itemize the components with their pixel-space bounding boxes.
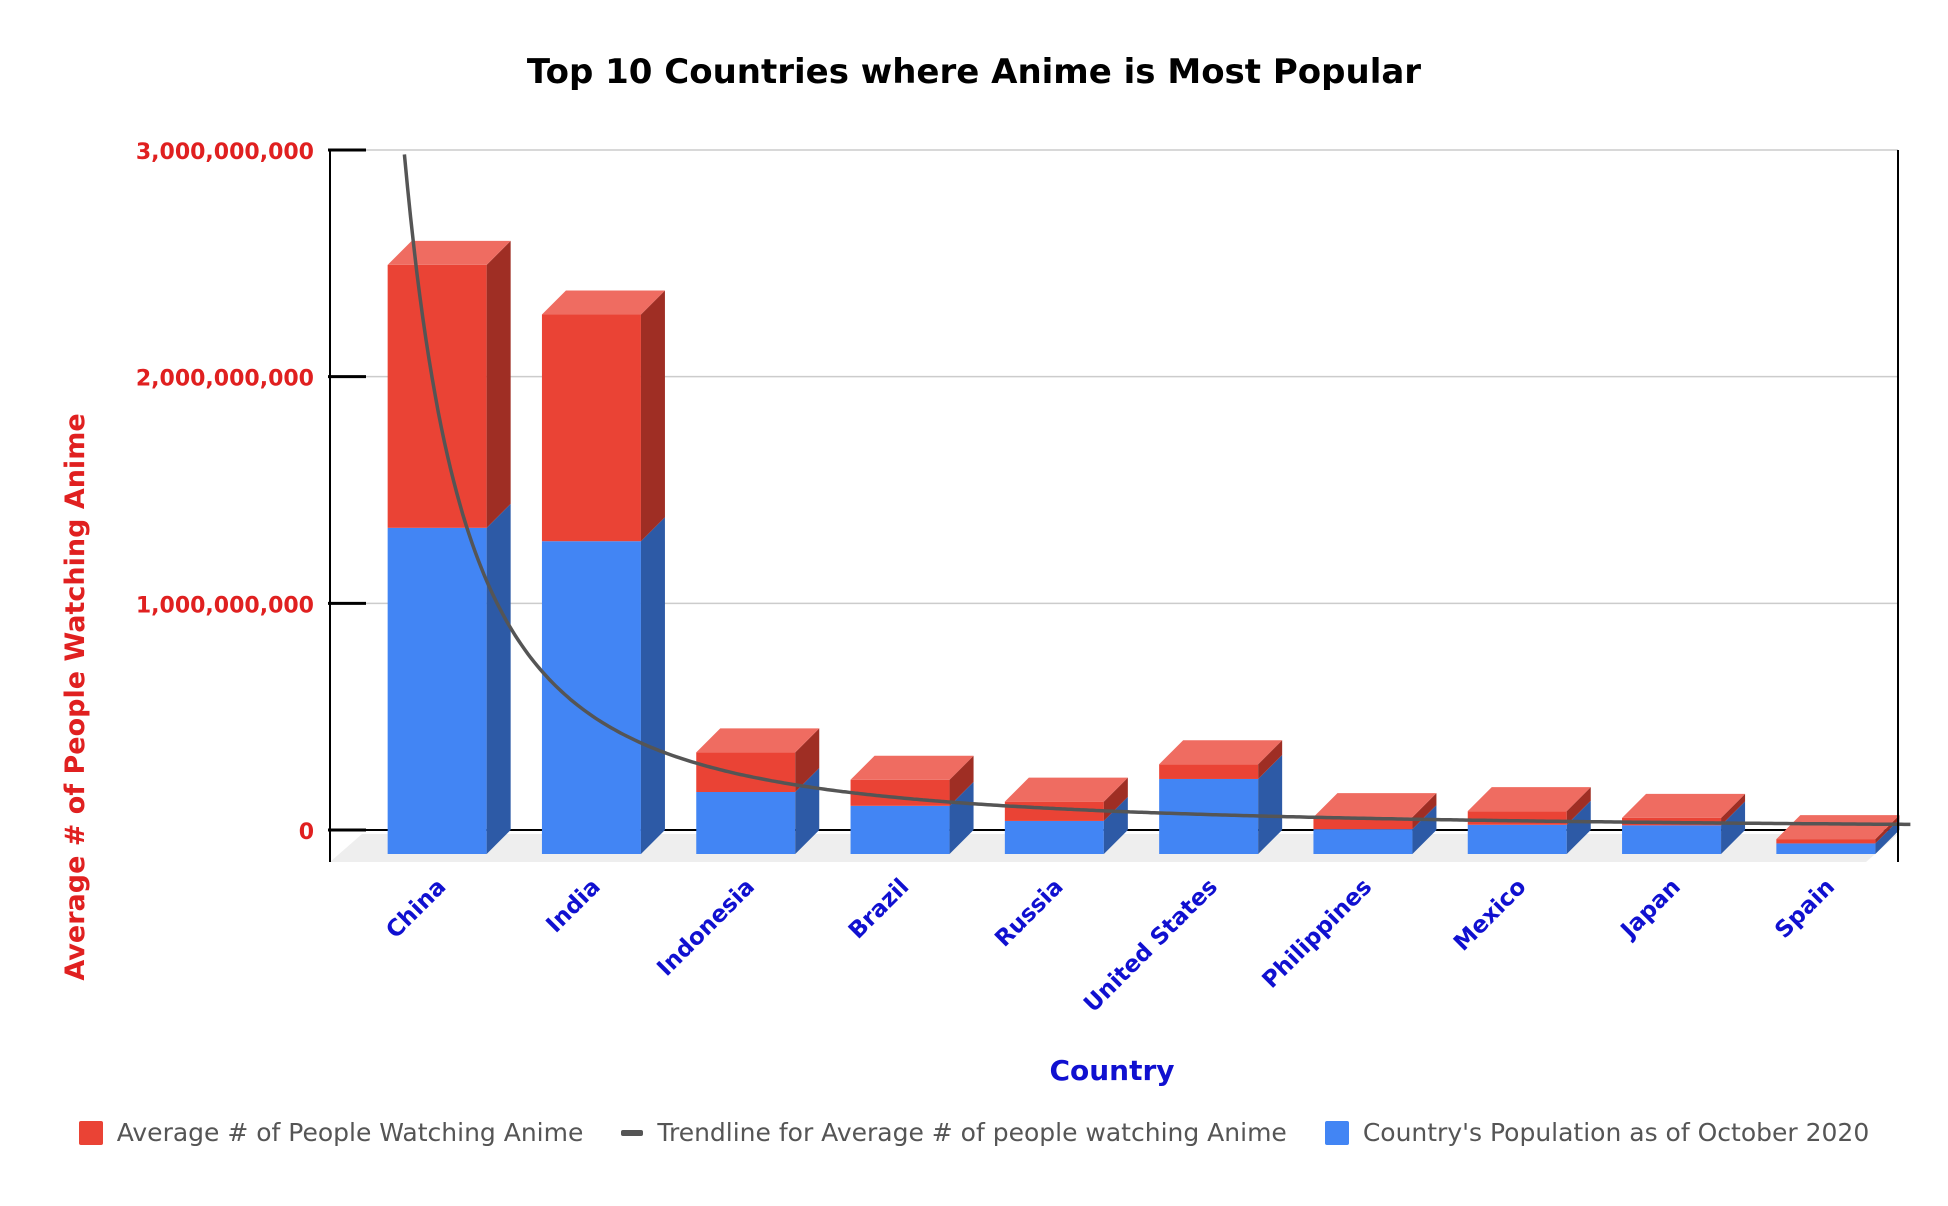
bars-layer <box>387 240 1900 854</box>
x-tick-labels: China India Indonesia Brazil Russia United St… <box>381 874 1840 1018</box>
bar-side <box>1875 815 1900 844</box>
x-tick-label: Indonesia <box>652 874 760 982</box>
legend-item-population: Country's Population as of October 2020 <box>1324 1118 1870 1147</box>
y-axis-label: Average # of People Watching Anime <box>60 413 91 980</box>
bar-side <box>1566 787 1591 825</box>
x-tick-label: Russia <box>990 874 1068 952</box>
bar-front <box>1004 820 1104 854</box>
x-axis-label: Country <box>1049 1054 1174 1087</box>
bar-side <box>949 755 974 806</box>
bar-top <box>1004 777 1128 802</box>
bar-top <box>850 755 974 780</box>
bar-side <box>1566 800 1591 854</box>
bar-side <box>486 503 511 854</box>
legend-swatch-trendline <box>621 1129 644 1136</box>
bar-front <box>541 314 641 542</box>
legend-swatch-anime <box>78 1120 103 1145</box>
chart-title: Top 10 Countries where Anime is Most Pop… <box>526 52 1422 92</box>
bar-front <box>696 752 796 793</box>
legend-label-population: Country's Population as of October 2020 <box>1362 1118 1870 1147</box>
legend-label-anime: Average # of People Watching Anime <box>116 1118 584 1147</box>
x-tick-label: China <box>381 874 451 944</box>
legend-item-anime: Average # of People Watching Anime <box>78 1118 584 1147</box>
bar-side <box>1258 740 1283 779</box>
bar-side <box>1875 819 1900 854</box>
bar-front <box>541 541 641 854</box>
bar-side <box>1721 793 1746 826</box>
chart-legend: Average # of People Watching Anime Trend… <box>0 1118 1948 1147</box>
x-tick-label: Philippines <box>1257 874 1377 994</box>
bar-front <box>1622 825 1722 854</box>
bar-top <box>541 290 665 315</box>
bar-top <box>696 728 820 753</box>
x-tick-label: Brazil <box>844 874 914 944</box>
x-tick-label: Japan <box>1615 874 1686 945</box>
bar-front <box>1776 843 1876 854</box>
x-tick-label: United States <box>1079 874 1223 1018</box>
x-tick-label: Mexico <box>1449 874 1531 956</box>
bar-side <box>1258 754 1283 854</box>
bar-front <box>1159 764 1259 779</box>
bar-side <box>1721 801 1746 854</box>
bar-top <box>1467 787 1591 812</box>
bar-side <box>949 781 974 854</box>
axis-layer <box>328 148 1899 862</box>
bar-front <box>1467 824 1567 854</box>
bar-side <box>486 240 511 528</box>
y-tick-labels: 0 1,000,000,000 2,000,000,000 3,000,000,000 <box>136 140 314 845</box>
legend-swatch-population <box>1324 1120 1349 1145</box>
trendline-layer <box>402 154 1911 827</box>
bar-top <box>1622 793 1746 818</box>
bar-top <box>1313 793 1437 818</box>
bar-side <box>795 728 820 793</box>
x-tick-label: India <box>541 874 605 938</box>
legend-item-trendline: Trendline for Average # of people watchi… <box>621 1118 1287 1147</box>
trendline-path <box>402 154 1911 827</box>
y-tick-label: 0 <box>299 820 314 845</box>
y-tick-label: 3,000,000,000 <box>136 140 314 165</box>
y-tick-label: 2,000,000,000 <box>136 367 314 392</box>
bar-top <box>1776 815 1900 840</box>
bar-top <box>387 240 511 265</box>
bar-side <box>795 768 820 854</box>
x-tick-label: Spain <box>1770 874 1840 944</box>
bar-front <box>850 805 950 854</box>
bar-side <box>1412 805 1437 854</box>
bar-front <box>1313 829 1413 854</box>
bar-front <box>696 792 796 854</box>
y-tick-label: 1,000,000,000 <box>136 593 314 618</box>
legend-label-trendline: Trendline for Average # of people watchi… <box>657 1118 1287 1147</box>
bar-front <box>387 527 487 854</box>
bar-side <box>640 517 665 854</box>
bar-top <box>1159 740 1283 765</box>
bar-side <box>640 290 665 542</box>
bar-front <box>1776 839 1876 844</box>
